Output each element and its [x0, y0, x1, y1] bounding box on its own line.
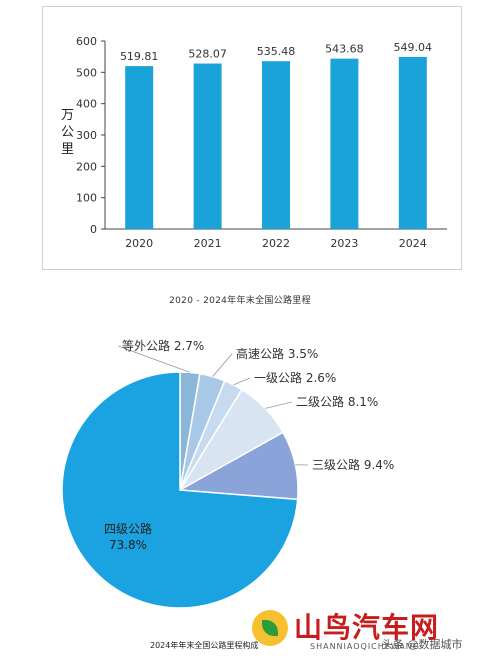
y-tick-label: 400 — [76, 98, 97, 111]
pie-slice-四级公路 — [61, 371, 299, 609]
x-tick-label: 2023 — [330, 237, 358, 250]
y-tick-label: 0 — [90, 223, 97, 236]
bar-value-label: 549.04 — [394, 41, 433, 54]
y-tick-label: 300 — [76, 129, 97, 142]
leader-line — [233, 377, 251, 386]
bar-value-label: 519.81 — [120, 50, 159, 63]
watermark-subtitle: SHANNIAOQICHEWANG — [310, 642, 420, 651]
x-tick-label: 2020 — [125, 237, 153, 250]
y-tick-label: 600 — [76, 35, 97, 48]
x-tick-label: 2021 — [194, 237, 222, 250]
watermark-tag: 头条 @数据城市 — [382, 638, 463, 651]
watermark-title: 山鸟汽车网 — [294, 611, 440, 644]
pie-chart-title: 2024年年末全国公路里程构成 — [150, 641, 259, 650]
y-tick-label: 500 — [76, 66, 97, 79]
bar-2023 — [330, 58, 359, 229]
pie-label-二级公路: 二级公路 8.1% — [296, 394, 378, 409]
y-tick-label: 100 — [76, 192, 97, 205]
y-axis-label: 万公里 — [61, 108, 74, 157]
leader-line — [265, 401, 293, 409]
pie-chart: 等外公路 2.7% 高速公路 3.5% 一级公路 2.6% 二级公路 8.1% 三级公路… — [61, 338, 394, 609]
bar-value-label: 543.68 — [325, 43, 364, 56]
bar-chart: 0 100 200 300 400 500 600 万公里 519.81 2020 528.07 20… — [61, 35, 447, 250]
pie-label-main-value: 73.8% — [109, 538, 147, 552]
bar-value-label: 535.48 — [257, 45, 296, 58]
pie-label-一级公路: 一级公路 2.6% — [254, 370, 336, 385]
leader-line — [117, 345, 191, 373]
leader-line — [212, 353, 233, 377]
bar-2020 — [125, 66, 154, 229]
bar-value-label: 528.07 — [188, 48, 227, 61]
bar-chart-title: 2020 - 2024年年末全国公路里程 — [169, 296, 311, 306]
x-tick-label: 2024 — [399, 237, 427, 250]
pie-label-三级公路: 三级公路 9.4% — [312, 457, 394, 472]
bar-2021 — [193, 63, 222, 229]
leaf-icon — [262, 620, 278, 636]
pie-label-高速公路: 高速公路 3.5% — [236, 346, 318, 361]
x-tick-label: 2022 — [262, 237, 290, 250]
y-tick-label: 200 — [76, 160, 97, 173]
bar-chart-panel: 0 100 200 300 400 500 600 万公里 519.81 2020 528.07 20… — [42, 6, 462, 270]
pie-label-等外公路: 等外公路 2.7% — [122, 338, 204, 353]
bar-2022 — [262, 61, 290, 230]
watermark: 山鸟汽车网 SHANNIAOQICHEWANG 头条 @数据城市 — [252, 606, 474, 656]
pie-label-main-name: 四级公路 — [104, 521, 152, 536]
bar-2024 — [398, 56, 427, 229]
